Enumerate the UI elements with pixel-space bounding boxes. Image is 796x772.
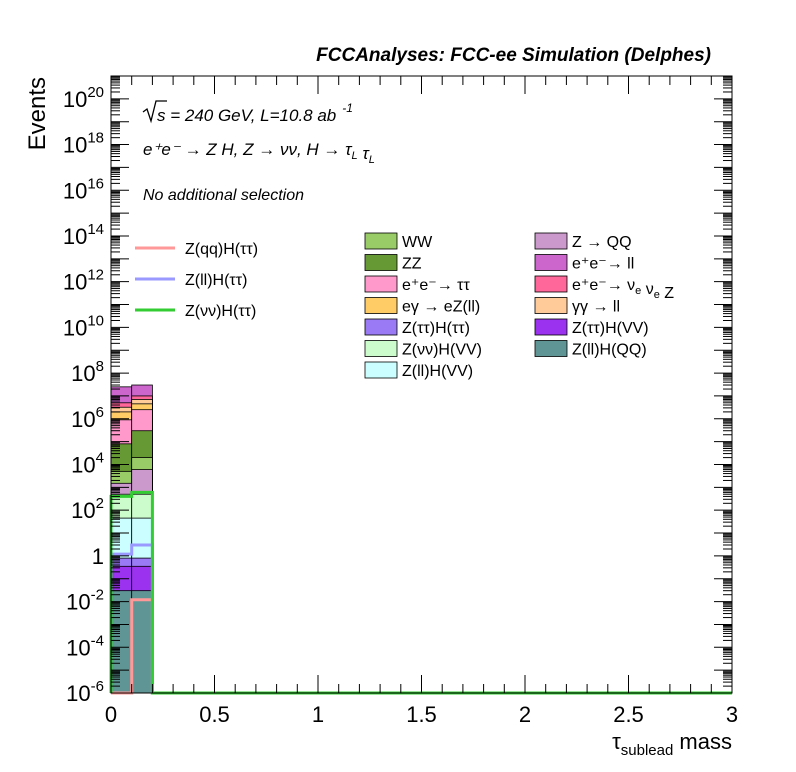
x-tick-label: 0.5 [199, 702, 230, 727]
y-tick-label: 102 [71, 495, 104, 523]
annotations: s = 240 GeV, L=10.8 ab -1 e⁺e⁻ → Z H, Z →… [142, 100, 375, 204]
y-tick-label: 10-2 [66, 587, 104, 615]
legend-label: Z(qq)H(ττ) [185, 241, 258, 258]
x-tick-label: 2.5 [613, 702, 644, 727]
legend-swatch [534, 254, 568, 271]
y-tick-label: 104 [71, 449, 104, 477]
y-tick-label: 106 [71, 404, 104, 432]
legend-swatch [364, 275, 398, 293]
legend-label: e⁺e⁻→ νe νe Z [572, 277, 674, 302]
legend-label: Z(ττ)H(ττ) [402, 320, 470, 337]
bar-z-ll-h-qq--bin-1 [131, 590, 153, 694]
legend-label: eγ → eZ(ll) [402, 299, 480, 316]
legend-swatch [364, 254, 398, 271]
legend-label: Z → QQ [572, 234, 632, 251]
x-tick-label: 1 [312, 702, 324, 727]
legend-swatch [534, 232, 568, 250]
legend-label: Z(ll)H(QQ) [572, 342, 647, 359]
x-axis: 0 0.5 1 1.5 2 2.5 3 [105, 76, 738, 727]
y-tick-label: 1018 [63, 130, 104, 158]
x-tick-label: 0 [105, 702, 117, 727]
signal-z-h- [109, 490, 732, 695]
legend-swatch [364, 318, 398, 336]
y-tick-label: 1020 [63, 84, 104, 112]
y-tick-label: 1 [92, 544, 104, 569]
x-tick-label: 2 [519, 702, 531, 727]
x-tick-label: 1.5 [406, 702, 437, 727]
y-axis-label: Events [24, 77, 51, 150]
sqrt-symbol [142, 100, 167, 124]
y-tick-label: 108 [71, 358, 104, 386]
y-axis: 10-6 10-4 10-2 1 102 104 106 108 1010 1012 1014 101… [63, 76, 732, 706]
bar-z-ll-h-qq--bin-0 [110, 590, 133, 694]
y-tick-label: 1012 [63, 267, 104, 295]
x-axis-label-subscript: sublead [621, 742, 674, 759]
annotation-selection: No additional selection [143, 187, 304, 204]
legend-swatch [534, 318, 568, 336]
y-tick-label: 1014 [63, 221, 104, 249]
annotation-energy: s = 240 GeV, L=10.8 ab -1 [157, 101, 353, 125]
y-tick-label: 10-6 [66, 678, 104, 706]
signal-lines [109, 490, 732, 695]
legend-label: WW [402, 234, 433, 251]
legend-swatch [534, 297, 568, 314]
x-axis-label-rest: mass [673, 729, 732, 754]
legend-swatch [534, 340, 568, 357]
legend-label: Z(ll)H(VV) [402, 363, 473, 380]
legend-swatch [364, 361, 398, 379]
legend-label: Z(ll)H(ττ) [185, 272, 247, 289]
plot-frame [110, 75, 733, 694]
y-tick-label: 10-4 [66, 632, 104, 660]
legend-label: ZZ [402, 256, 422, 273]
chart-title: FCCAnalyses: FCC-ee Simulation (Delphes) [316, 45, 711, 66]
legend-label: Z(νν)H(VV) [402, 342, 482, 359]
legend-swatch [364, 297, 398, 314]
legend-label: Z(ττ)H(VV) [572, 320, 649, 337]
annotation-process: e⁺e⁻ → Z H, Z → νν, H → τL τL [143, 140, 375, 166]
signal-z-ll-h- [109, 543, 732, 695]
legend: Z(qq)H(ττ) Z(ll)H(ττ) Z(νν)H(ττ) WW ZZ e⁺e⁻→ … [135, 232, 674, 380]
y-tick-label: 1016 [63, 175, 104, 203]
x-tick-label: 3 [726, 702, 738, 727]
legend-swatch [534, 275, 568, 293]
x-axis-label-symbol: τ [612, 729, 621, 754]
legend-label: e⁺e⁻→ ll [572, 256, 634, 273]
legend-swatch [364, 340, 398, 357]
legend-label: e⁺e⁻→ ττ [402, 277, 470, 294]
x-axis-label: τsublead mass [612, 729, 732, 759]
legend-label: γγ → ll [572, 299, 620, 316]
y-tick-label: 1010 [63, 312, 104, 340]
legend-label: Z(νν)H(ττ) [185, 303, 256, 320]
legend-swatch [364, 232, 398, 250]
